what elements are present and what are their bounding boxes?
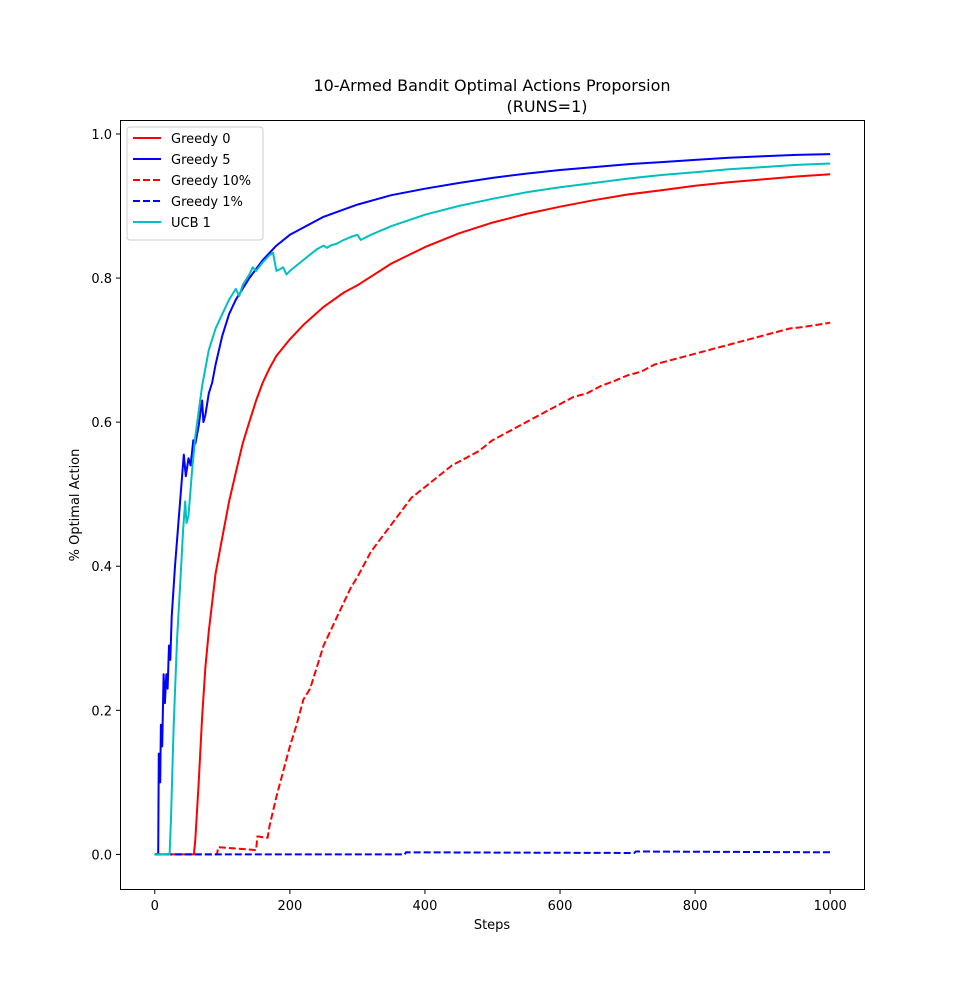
- y-axis-ticks: 0.0 0.2 0.4 0.6 0.8 1.0: [91, 128, 121, 863]
- y-axis-label: % Optimal Action: [68, 449, 83, 562]
- series-line-3: [154, 850, 831, 856]
- y-tick-label: 0.4: [91, 560, 112, 575]
- legend-label: Greedy 0: [171, 132, 230, 147]
- series-line-4: [154, 162, 831, 856]
- chart-subtitle: (RUNS=1): [506, 97, 587, 116]
- x-tick-label: 800: [683, 899, 708, 914]
- series-line-0: [154, 173, 831, 856]
- x-axis-label: Steps: [474, 918, 511, 933]
- legend-box: [126, 126, 264, 241]
- plot-frame: [120, 120, 865, 890]
- y-tick-label: 1.0: [91, 128, 112, 143]
- y-tick-label: 0.8: [91, 272, 112, 287]
- y-tick-label: 0.2: [91, 704, 112, 719]
- y-tick-label: 0.0: [91, 848, 112, 863]
- x-tick-label: 200: [277, 899, 302, 914]
- plot-area: [154, 153, 831, 856]
- legend-label: Greedy 10%: [171, 174, 251, 189]
- x-tick-label: 0: [151, 899, 159, 914]
- legend-label: Greedy 5: [171, 153, 230, 168]
- x-tick-label: 600: [548, 899, 573, 914]
- series-line-2: [154, 321, 831, 856]
- x-axis-ticks: 0 200 400 600 800 1000: [151, 889, 847, 914]
- x-tick-label: 400: [413, 899, 438, 914]
- y-tick-label: 0.6: [91, 416, 112, 431]
- chart-title: 10-Armed Bandit Optimal Actions Proporsi…: [313, 76, 670, 95]
- series-line-1: [154, 153, 831, 856]
- x-tick-label: 1000: [814, 899, 847, 914]
- legend-label: UCB 1: [171, 216, 211, 231]
- legend-label: Greedy 1%: [171, 195, 243, 210]
- chart-title-group: 10-Armed Bandit Optimal Actions Proporsi…: [313, 76, 670, 116]
- legend: Greedy 0 Greedy 5 Greedy 10% Greedy 1% UCB 1: [126, 126, 264, 241]
